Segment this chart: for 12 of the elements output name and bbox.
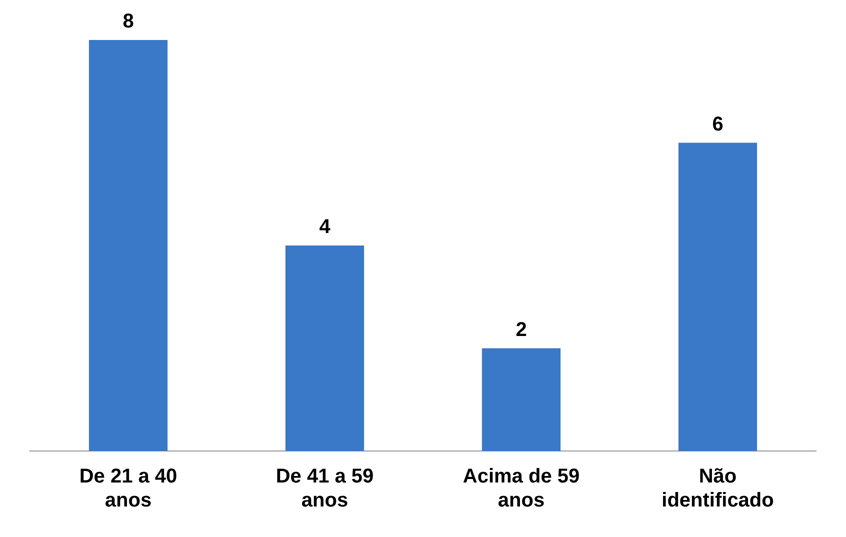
data-label: 2 [516, 318, 527, 341]
x-tick-label: De 41 a 59 anos [276, 466, 374, 512]
x-tick-label: De 21 a 40 anos [79, 466, 178, 512]
bar [482, 348, 561, 451]
data-label: 4 [319, 216, 332, 238]
bar [88, 40, 168, 451]
data-label: 8 [122, 10, 134, 33]
x-tick-label: Acima de 59 anos [462, 466, 580, 512]
x-tick-label: Não identificado [662, 466, 774, 512]
bar [285, 246, 364, 451]
data-label: 6 [712, 113, 724, 136]
bar [678, 142, 758, 451]
